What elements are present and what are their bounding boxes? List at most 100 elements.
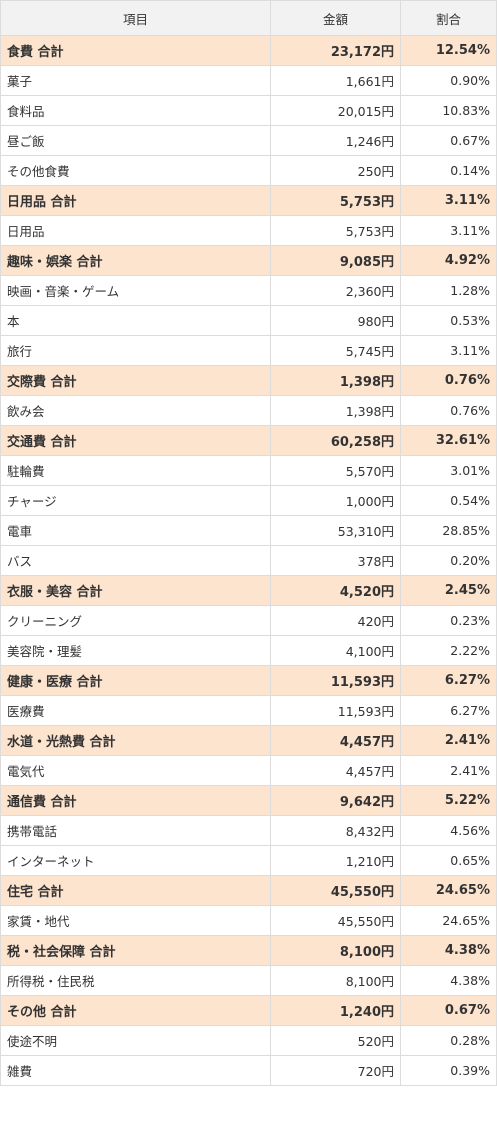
row-amount: 2,360円 [270, 275, 401, 306]
table-row: 本 980円 0.53% [0, 305, 497, 336]
header-item: 項目 [0, 0, 271, 36]
table-row: 雑費 720円 0.39% [0, 1055, 497, 1086]
row-percentage: 2.45% [400, 575, 497, 606]
row-percentage: 4.92% [400, 245, 497, 276]
row-amount: 5,753円 [270, 215, 401, 246]
category-total-row: 住宅 合計 45,550円 24.65% [0, 875, 497, 906]
row-item-name: 交際費 合計 [0, 365, 271, 396]
row-item-name: 健康・医療 合計 [0, 665, 271, 696]
table-row: 映画・音楽・ゲーム 2,360円 1.28% [0, 275, 497, 306]
row-amount: 4,457円 [270, 755, 401, 786]
row-amount: 4,100円 [270, 635, 401, 666]
row-percentage: 24.65% [400, 905, 497, 936]
table-row: クリーニング 420円 0.23% [0, 605, 497, 636]
table-row: 昼ご飯 1,246円 0.67% [0, 125, 497, 156]
row-amount: 1,398円 [270, 395, 401, 426]
row-percentage: 0.76% [400, 365, 497, 396]
row-amount: 23,172円 [270, 35, 401, 66]
row-item-name: 飲み会 [0, 395, 271, 426]
row-item-name: 映画・音楽・ゲーム [0, 275, 271, 306]
row-amount: 250円 [270, 155, 401, 186]
table-row: 飲み会 1,398円 0.76% [0, 395, 497, 426]
row-percentage: 1.28% [400, 275, 497, 306]
category-total-row: 交際費 合計 1,398円 0.76% [0, 365, 497, 396]
row-percentage: 0.53% [400, 305, 497, 336]
row-percentage: 0.65% [400, 845, 497, 876]
row-amount: 5,745円 [270, 335, 401, 366]
row-amount: 20,015円 [270, 95, 401, 126]
row-percentage: 0.76% [400, 395, 497, 426]
table-row: 菓子 1,661円 0.90% [0, 65, 497, 96]
category-total-row: 通信費 合計 9,642円 5.22% [0, 785, 497, 816]
row-amount: 420円 [270, 605, 401, 636]
row-percentage: 2.41% [400, 725, 497, 756]
row-percentage: 32.61% [400, 425, 497, 456]
row-percentage: 28.85% [400, 515, 497, 546]
row-percentage: 0.54% [400, 485, 497, 516]
category-total-row: 健康・医療 合計 11,593円 6.27% [0, 665, 497, 696]
row-amount: 1,000円 [270, 485, 401, 516]
table-row: 医療費 11,593円 6.27% [0, 695, 497, 726]
row-amount: 378円 [270, 545, 401, 576]
row-percentage: 0.28% [400, 1025, 497, 1056]
table-row: 所得税・住民税 8,100円 4.38% [0, 965, 497, 996]
row-item-name: バス [0, 545, 271, 576]
row-percentage: 0.67% [400, 995, 497, 1026]
row-amount: 45,550円 [270, 875, 401, 906]
category-total-row: その他 合計 1,240円 0.67% [0, 995, 497, 1026]
row-item-name: 住宅 合計 [0, 875, 271, 906]
row-item-name: クリーニング [0, 605, 271, 636]
row-amount: 1,398円 [270, 365, 401, 396]
row-item-name: 昼ご飯 [0, 125, 271, 156]
row-amount: 5,570円 [270, 455, 401, 486]
row-percentage: 6.27% [400, 695, 497, 726]
row-percentage: 5.22% [400, 785, 497, 816]
row-amount: 9,642円 [270, 785, 401, 816]
row-item-name: 食費 合計 [0, 35, 271, 66]
row-percentage: 0.67% [400, 125, 497, 156]
row-item-name: 衣服・美容 合計 [0, 575, 271, 606]
table-row: 旅行 5,745円 3.11% [0, 335, 497, 366]
table-row: 使途不明 520円 0.28% [0, 1025, 497, 1056]
table-row: 家賃・地代 45,550円 24.65% [0, 905, 497, 936]
row-amount: 1,246円 [270, 125, 401, 156]
row-percentage: 6.27% [400, 665, 497, 696]
row-percentage: 2.41% [400, 755, 497, 786]
header-percentage: 割合 [400, 0, 497, 36]
row-percentage: 4.38% [400, 965, 497, 996]
table-row: 駐輪費 5,570円 3.01% [0, 455, 497, 486]
category-total-row: 交通費 合計 60,258円 32.61% [0, 425, 497, 456]
row-amount: 8,100円 [270, 965, 401, 996]
row-item-name: その他食費 [0, 155, 271, 186]
table-row: チャージ 1,000円 0.54% [0, 485, 497, 516]
category-total-row: 日用品 合計 5,753円 3.11% [0, 185, 497, 216]
row-item-name: 旅行 [0, 335, 271, 366]
row-amount: 4,520円 [270, 575, 401, 606]
row-amount: 4,457円 [270, 725, 401, 756]
table-row: 電気代 4,457円 2.41% [0, 755, 497, 786]
row-amount: 520円 [270, 1025, 401, 1056]
header-row: 項目 金額 割合 [0, 0, 497, 36]
row-percentage: 4.38% [400, 935, 497, 966]
row-item-name: 電車 [0, 515, 271, 546]
row-item-name: インターネット [0, 845, 271, 876]
row-amount: 980円 [270, 305, 401, 336]
row-amount: 720円 [270, 1055, 401, 1086]
row-item-name: その他 合計 [0, 995, 271, 1026]
category-total-row: 税・社会保障 合計 8,100円 4.38% [0, 935, 497, 966]
row-percentage: 3.11% [400, 335, 497, 366]
row-item-name: 医療費 [0, 695, 271, 726]
row-amount: 8,432円 [270, 815, 401, 846]
row-amount: 8,100円 [270, 935, 401, 966]
row-item-name: 水道・光熱費 合計 [0, 725, 271, 756]
row-item-name: 家賃・地代 [0, 905, 271, 936]
row-amount: 5,753円 [270, 185, 401, 216]
row-item-name: 通信費 合計 [0, 785, 271, 816]
table-header: 項目 金額 割合 [0, 0, 497, 36]
row-item-name: 電気代 [0, 755, 271, 786]
row-item-name: 日用品 合計 [0, 185, 271, 216]
row-item-name: 食料品 [0, 95, 271, 126]
table-row: インターネット 1,210円 0.65% [0, 845, 497, 876]
table-row: バス 378円 0.20% [0, 545, 497, 576]
row-item-name: チャージ [0, 485, 271, 516]
